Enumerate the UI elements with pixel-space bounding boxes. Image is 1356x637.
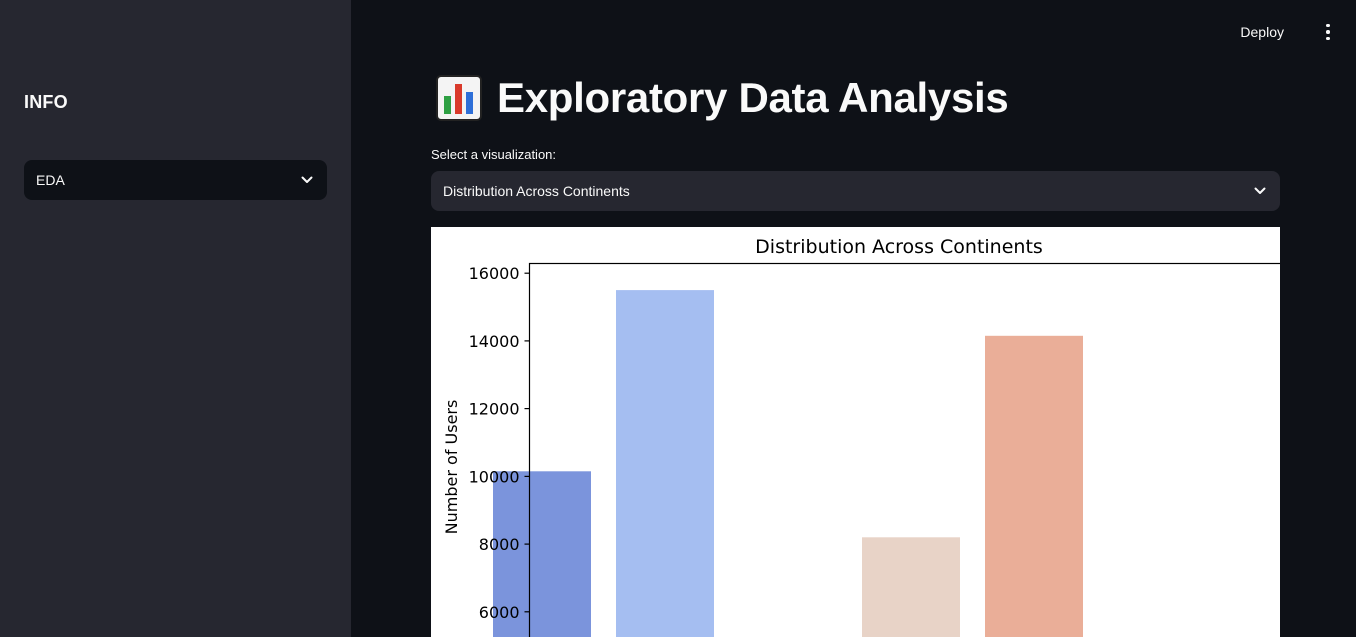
chart-container: Distribution Across Continents Number of… — [431, 227, 1280, 637]
plot-frame — [528, 262, 1280, 637]
main-area: Deploy Exploratory Data Analysis Select … — [351, 0, 1356, 637]
page-title-text: Exploratory Data Analysis — [497, 74, 1009, 121]
y-tick-label: 16000 — [469, 264, 520, 283]
y-tick-label: 14000 — [469, 332, 520, 351]
visualization-select[interactable]: Distribution Across Continents — [431, 171, 1280, 211]
chevron-down-icon — [299, 172, 315, 188]
sidebar: INFO EDA — [0, 0, 351, 637]
y-tick-label: 10000 — [469, 467, 520, 486]
chart-title: Distribution Across Continents — [755, 236, 1043, 258]
y-axis-label: Number of Users — [442, 400, 461, 535]
y-tick-label: 8000 — [479, 535, 520, 554]
bar-3 — [862, 537, 960, 637]
kebab-menu-icon[interactable] — [1318, 22, 1338, 42]
bar-chart-icon — [436, 75, 482, 121]
bar-1 — [616, 290, 714, 637]
bar-chart: Distribution Across Continents Number of… — [442, 236, 1280, 637]
page-title: Exploratory Data Analysis — [435, 74, 1009, 122]
sidebar-page-select[interactable]: EDA — [24, 160, 327, 200]
y-tick-label: 6000 — [479, 603, 520, 622]
bar-0 — [493, 471, 591, 637]
visualization-select-value: Distribution Across Continents — [443, 183, 630, 199]
bar-4 — [985, 335, 1083, 637]
visualization-select-label: Select a visualization: — [431, 147, 557, 162]
sidebar-select-value: EDA — [36, 172, 65, 188]
y-tick-label: 12000 — [469, 400, 520, 419]
deploy-button[interactable]: Deploy — [1240, 24, 1284, 40]
chevron-down-icon — [1252, 183, 1268, 199]
sidebar-title: INFO — [24, 92, 68, 112]
